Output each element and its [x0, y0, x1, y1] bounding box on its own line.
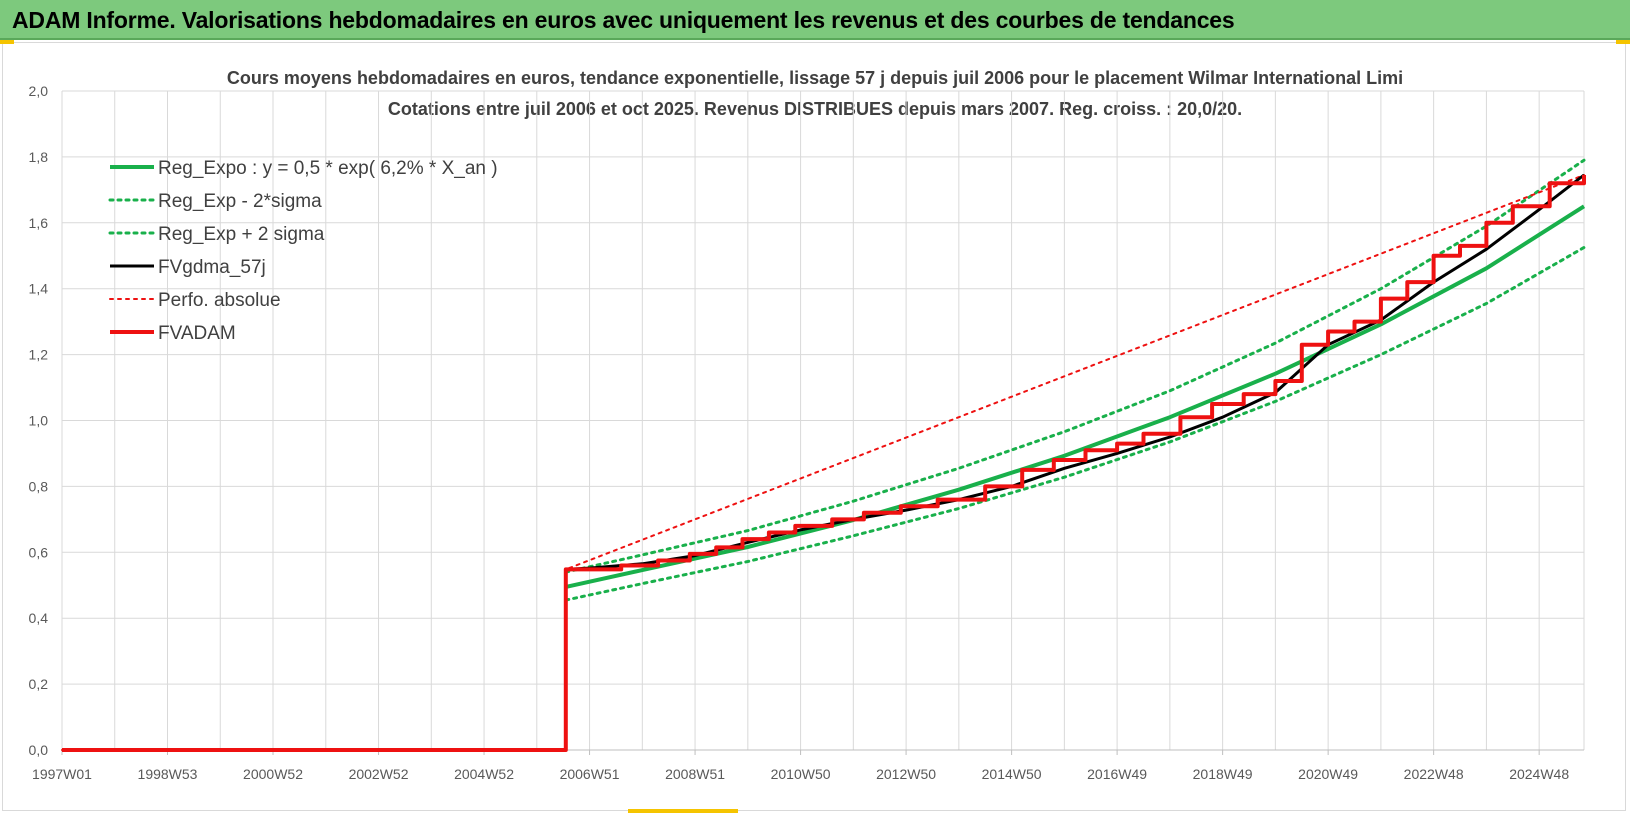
legend-label-reg-exp-2-sigma: Reg_Exp + 2 sigma	[158, 224, 325, 245]
legend-label-reg-exp-2-sigma: Reg_Exp - 2*sigma	[158, 191, 322, 212]
y-tick-label: 1,4	[29, 281, 49, 297]
x-tick-label: 2020W49	[1298, 766, 1358, 782]
x-tick-label: 2016W49	[1087, 766, 1147, 782]
series-line-reg-expo-y-0-5-exp-6-2-x-an	[565, 204, 1586, 589]
legend-label-reg-expo-y-0-5-exp-6-2-x-an: Reg_Expo : y = 0,5 * exp( 6,2% * X_an )	[158, 158, 498, 179]
x-tick-label: 1997W01	[32, 766, 92, 782]
legend-label-fvadam: FVADAM	[158, 323, 236, 344]
y-tick-label: 1,0	[29, 413, 49, 429]
x-tick-label: 2008W51	[665, 766, 725, 782]
x-tick-label: 2000W52	[243, 766, 303, 782]
y-tick-label: 1,2	[29, 347, 49, 363]
y-tick-label: 0,6	[29, 544, 49, 560]
series-line-perfo-absolue	[61, 174, 1585, 751]
report-banner: ADAM Informe. Valorisations hebdomadaire…	[0, 0, 1630, 40]
chart-title-line2: Cotations entre juil 2006 et oct 2025. R…	[387, 99, 1243, 119]
y-tick-label: 0,0	[29, 742, 49, 758]
y-tick-label: 1,8	[29, 149, 49, 165]
bottom-accent	[628, 809, 738, 813]
corner-accent-right	[1616, 40, 1630, 44]
chart-frame	[2, 42, 1626, 811]
corner-accent-left	[0, 40, 14, 44]
x-tick-label: 2024W48	[1509, 766, 1569, 782]
series-line-reg-exp-2-sigma	[564, 158, 1586, 574]
y-tick-label: 1,6	[29, 215, 49, 231]
series-line-reg-exp-2-sigma	[564, 246, 1586, 602]
x-tick-label: 2012W50	[876, 766, 936, 782]
x-tick-label: 2002W52	[349, 766, 409, 782]
y-tick-label: 2,0	[29, 83, 49, 99]
legend-label-perfo-absolue: Perfo. absolue	[158, 290, 281, 311]
y-tick-label: 0,4	[29, 610, 49, 626]
legend-label-fvgdma-57j: FVgdma_57j	[158, 257, 266, 278]
x-tick-label: 2022W48	[1404, 766, 1464, 782]
series-line-fvgdma-57j	[62, 173, 1585, 752]
x-tick-label: 2010W50	[771, 766, 831, 782]
series-line-fvadam	[62, 175, 1586, 752]
x-tick-label: 2014W50	[982, 766, 1042, 782]
x-tick-label: 2018W49	[1193, 766, 1253, 782]
y-tick-label: 0,8	[29, 478, 49, 494]
x-tick-label: 2006W51	[560, 766, 620, 782]
chart-title-line1: Cours moyens hebdomadaires en euros, ten…	[226, 68, 1404, 88]
y-tick-label: 0,2	[29, 676, 49, 692]
report-title: ADAM Informe. Valorisations hebdomadaire…	[12, 7, 1235, 33]
x-tick-label: 2004W52	[454, 766, 514, 782]
x-tick-label: 1998W53	[138, 766, 198, 782]
